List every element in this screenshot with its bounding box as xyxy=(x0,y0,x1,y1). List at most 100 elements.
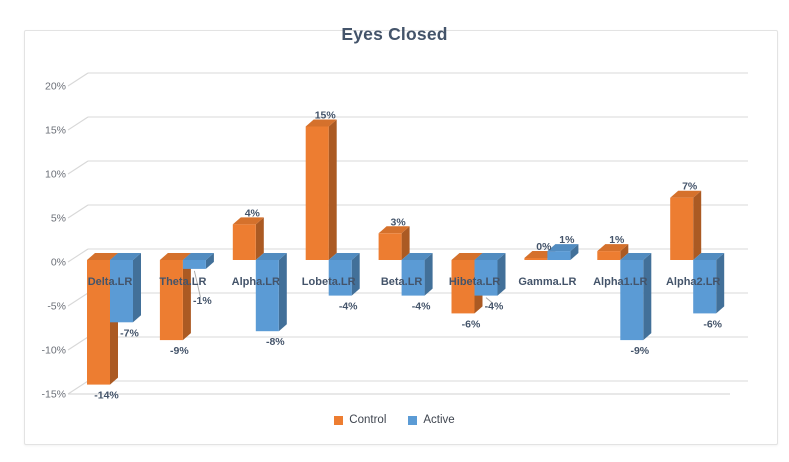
active-series-swatch-icon xyxy=(408,415,418,425)
legend-item-active: Active xyxy=(408,414,455,426)
legend: Control Active xyxy=(0,414,789,426)
category-label: Theta.LR xyxy=(159,276,206,288)
bar-Active-Gamma.LR xyxy=(547,244,579,260)
bar-front-face xyxy=(451,260,475,314)
bar-front-face xyxy=(182,260,206,269)
value-label: -4% xyxy=(412,301,431,313)
value-label: -7% xyxy=(120,327,139,339)
bar-top-face xyxy=(182,253,214,260)
bar-front-face xyxy=(159,260,183,341)
bar-side-face xyxy=(278,253,287,332)
y-axis-tick-label: 5% xyxy=(51,213,66,225)
bar-front-face xyxy=(670,197,694,260)
bar-top-face xyxy=(451,253,483,260)
bar-side-face xyxy=(570,244,579,260)
value-label: -4% xyxy=(339,301,358,313)
bar-side-face xyxy=(351,253,360,296)
gridline-diagonal xyxy=(67,204,89,219)
bar-top-face xyxy=(401,253,433,260)
category-label: Alpha2.LR xyxy=(666,276,720,288)
bar-top-face xyxy=(620,253,652,260)
bar-front-face xyxy=(87,260,110,385)
category-label: Beta.LR xyxy=(381,276,423,288)
value-label: 1% xyxy=(609,234,625,246)
y-axis-tick-label: 20% xyxy=(45,81,66,93)
bar-top-face xyxy=(547,244,579,252)
y-axis-tick-label: 15% xyxy=(45,125,66,137)
category-label: Hibeta.LR xyxy=(449,276,500,288)
bar-Active-Theta.LR xyxy=(182,253,214,269)
bar-front-face xyxy=(524,258,548,260)
bar-front-face xyxy=(547,251,571,260)
y-axis-tick-label: -15% xyxy=(41,389,66,401)
category-label: Lobeta.LR xyxy=(302,276,356,288)
bar-side-face xyxy=(133,253,141,323)
bar-side-face xyxy=(401,226,410,260)
gridline-diagonal xyxy=(67,380,89,395)
value-label: -9% xyxy=(170,345,189,357)
value-label: -9% xyxy=(630,345,649,357)
bar-front-face xyxy=(474,260,498,296)
bar-top-face xyxy=(232,217,264,225)
bar-Active-Alpha2.LR xyxy=(693,253,725,314)
bar-side-face xyxy=(716,253,725,314)
gridline-diagonal xyxy=(67,116,89,131)
chart-title: Eyes Closed xyxy=(341,24,448,44)
bar-top-face xyxy=(670,190,702,198)
bar-side-face xyxy=(497,253,506,296)
bar-Control-Alpha1.LR xyxy=(597,244,629,260)
value-label: -6% xyxy=(462,318,481,330)
bar-Active-Alpha.LR xyxy=(255,253,287,332)
value-label: -4% xyxy=(485,301,504,313)
value-label: 15% xyxy=(315,110,337,122)
bar-Active-Delta.LR xyxy=(110,253,141,323)
bar-top-face xyxy=(378,226,410,234)
bar-Control-Theta.LR xyxy=(159,253,191,341)
bar-top-face xyxy=(110,253,141,260)
bar-front-face xyxy=(110,260,133,323)
y-axis-tick-label: 0% xyxy=(51,257,66,269)
value-label: 7% xyxy=(682,181,698,193)
legend-label-active: Active xyxy=(423,414,455,426)
category-label: Delta.LR xyxy=(88,276,133,288)
y-axis-tick-label: -5% xyxy=(47,301,66,313)
bar-side-face xyxy=(643,253,652,341)
bar-Active-Alpha1.LR xyxy=(620,253,652,341)
value-label: 1% xyxy=(559,234,575,246)
bar-front-face xyxy=(597,251,621,260)
bar-front-face xyxy=(620,260,644,341)
control-series-swatch-icon xyxy=(334,415,344,425)
bar-Active-Beta.LR xyxy=(401,253,433,296)
legend-label-control: Control xyxy=(349,414,387,426)
bar-side-face xyxy=(328,119,337,260)
value-label: 0% xyxy=(536,241,552,253)
bar-side-face xyxy=(620,244,629,260)
bar-Control-Alpha.LR xyxy=(232,217,264,260)
bar-top-face xyxy=(87,253,118,260)
value-label: -14% xyxy=(94,390,119,402)
label-leader-line xyxy=(485,297,493,303)
bar-Active-Hibeta.LR xyxy=(474,253,506,296)
y-axis-tick-label: -10% xyxy=(41,345,66,357)
bar-front-face xyxy=(693,260,717,314)
bar-top-face xyxy=(597,244,629,252)
label-leader-line xyxy=(193,270,201,298)
category-label: Gamma.LR xyxy=(518,276,576,288)
gridline-diagonal xyxy=(67,292,89,307)
y-axis-tick-label: 10% xyxy=(45,169,66,181)
bar-top-face xyxy=(159,253,191,260)
bar-front-face xyxy=(305,126,329,260)
bar-top-face xyxy=(305,119,337,127)
gridline-diagonal xyxy=(67,336,89,351)
value-label: -8% xyxy=(266,336,285,348)
value-label: 3% xyxy=(391,216,407,228)
value-label: -6% xyxy=(703,318,722,330)
value-label: -1% xyxy=(193,295,212,307)
bar-Control-Beta.LR xyxy=(378,226,410,260)
bar-top-face xyxy=(693,253,725,260)
legend-item-control: Control xyxy=(334,414,386,426)
bar-side-face xyxy=(205,253,214,269)
bar-front-face xyxy=(255,260,279,332)
bar-top-face xyxy=(474,253,506,260)
bar-Control-Lobeta.LR xyxy=(305,119,337,260)
